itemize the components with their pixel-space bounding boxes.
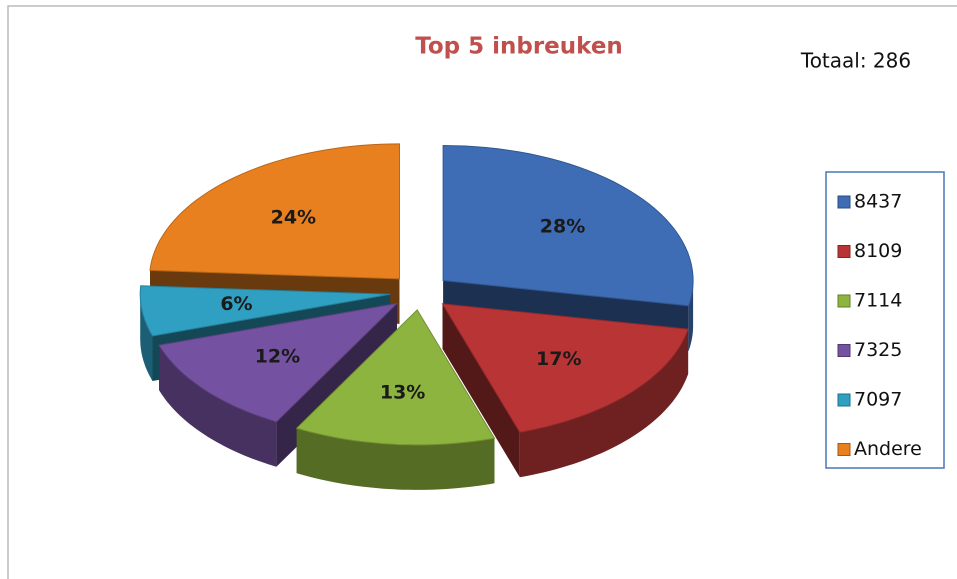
legend-label: 8437 [854,191,902,213]
legend-label: 8109 [854,240,902,262]
legend-box [825,171,945,469]
legend-marker [837,195,851,209]
legend-label: 7114 [854,290,902,312]
slice-wall [159,345,277,467]
slice [158,302,399,423]
legend-label: 7325 [854,339,902,361]
chart-title: Top 5 inbreuken [415,34,623,60]
data-label: 13% [380,382,425,404]
data-label: 28% [540,216,585,238]
slice-wall [688,280,694,351]
slice [139,285,391,337]
slice-wall [296,428,495,490]
slice [442,144,694,307]
data-label: 24% [271,206,316,228]
data-label: 12% [255,345,300,367]
legend-marker [837,344,851,357]
slice [441,303,689,433]
legend-marker [837,245,851,258]
legend-marker [837,294,851,308]
slice [149,143,400,280]
slice-wall [519,329,689,478]
data-label: 17% [536,348,581,370]
legend-label: 7097 [854,389,902,411]
legend-marker [837,393,851,407]
legend-marker [837,443,851,456]
annotation: Totaal: 286 [800,49,911,73]
data-label: 6% [220,293,252,315]
slice-side [442,303,520,478]
slice [295,309,496,446]
legend-label: Andere [854,438,922,460]
